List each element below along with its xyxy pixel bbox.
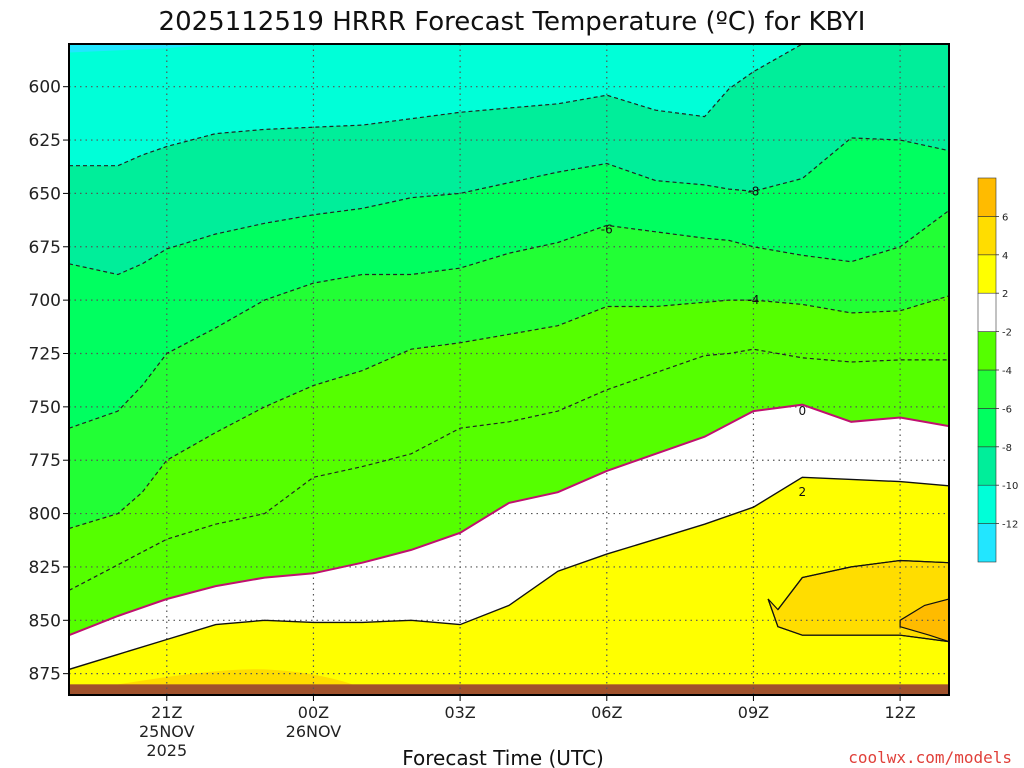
y-tick-label: 650 [29, 184, 61, 204]
colorbar-swatch [977, 216, 997, 256]
colorbar-swatch [977, 408, 997, 448]
colorbar-swatch [977, 331, 997, 371]
x-tick-label: 09Z [738, 703, 769, 722]
y-tick-label: 700 [29, 291, 61, 311]
colorbar-swatch [977, 484, 997, 524]
y-tick-label: 725 [29, 344, 61, 364]
plot-contours: -8 -6 -4 0 2 [69, 44, 949, 671]
plot-grid [69, 44, 949, 695]
y-tick-label: 775 [29, 451, 61, 471]
fill-surface-warm [93, 669, 353, 689]
fill-warmest [900, 599, 949, 642]
colorbar-swatch [977, 369, 997, 409]
x-tick-label: 25NOV [139, 722, 195, 741]
colorbar-label: -2 [1002, 328, 1012, 339]
chart-title: 2025112519 HRRR Forecast Temperature (ºC… [159, 7, 866, 37]
x-tick-label: 03Z [444, 703, 475, 722]
contour-warmer [767, 559, 949, 643]
colorbar-label: -10 [1002, 481, 1018, 492]
colorbar-swatch [977, 254, 997, 294]
colorbar-swatch [977, 446, 997, 486]
x-axis-label: Forecast Time (UTC) [402, 746, 604, 768]
contour-line [69, 348, 949, 591]
colorbar-label: -12 [1002, 520, 1018, 531]
x-tick-label: 12Z [884, 703, 915, 722]
contour-warmest [899, 598, 949, 643]
colorbar-label: 4 [1002, 251, 1008, 262]
contour-label: -4 [747, 293, 759, 307]
contour-label: -6 [601, 223, 613, 237]
x-tick-label: 06Z [591, 703, 622, 722]
fill-band-1 [69, 44, 949, 166]
contour-zero [69, 403, 949, 637]
contour-label: 2 [799, 485, 807, 499]
y-tick-label: 625 [29, 131, 61, 151]
colorbar-label: -6 [1002, 404, 1012, 415]
credit-text[interactable]: coolwx.com/models [848, 748, 1012, 767]
y-tick-label: 675 [29, 238, 61, 258]
x-tick-label: 26NOV [286, 722, 342, 741]
contour-two [69, 476, 949, 671]
colorbar: -12 -10 -8 -6 -4 -2 2 4 6 [977, 177, 1018, 563]
colorbar-label: -8 [1002, 443, 1012, 454]
y-tick-label: 875 [29, 665, 61, 685]
colorbar-swatch [977, 523, 997, 563]
surface-terrain [69, 684, 949, 695]
contour-label: 0 [799, 404, 807, 418]
contour-line [69, 210, 949, 429]
colorbar-label: 6 [1002, 212, 1008, 223]
x-tick-label: 00Z [298, 703, 329, 722]
plot-fills [69, 44, 949, 695]
contour-line [69, 137, 949, 276]
y-tick-label: 600 [29, 78, 61, 98]
y-tick-label: 750 [29, 398, 61, 418]
colorbar-label: 2 [1002, 289, 1008, 300]
contour-line [69, 295, 949, 530]
y-tick-label: 825 [29, 558, 61, 578]
y-axis: 600 625 650 675 700 725 750 775 800 825 850 875 [29, 78, 69, 685]
x-tick-label: 2025 [146, 741, 187, 760]
contour-label: -8 [747, 184, 759, 198]
contour-line [69, 44, 949, 167]
y-tick-label: 800 [29, 505, 61, 525]
y-tick-label: 850 [29, 611, 61, 631]
colorbar-swatch [977, 292, 997, 332]
x-tick-label: 21Z [151, 703, 182, 722]
plot-frame [68, 43, 950, 696]
colorbar-swatch [977, 177, 997, 217]
colorbar-label: -4 [1002, 366, 1012, 377]
